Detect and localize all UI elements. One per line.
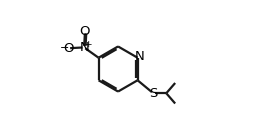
- Text: N: N: [135, 50, 145, 63]
- Text: +: +: [84, 40, 91, 49]
- Text: S: S: [149, 87, 157, 100]
- Text: N: N: [79, 41, 89, 54]
- Text: O: O: [63, 42, 74, 55]
- Text: −: −: [60, 43, 69, 53]
- Text: O: O: [80, 25, 90, 38]
